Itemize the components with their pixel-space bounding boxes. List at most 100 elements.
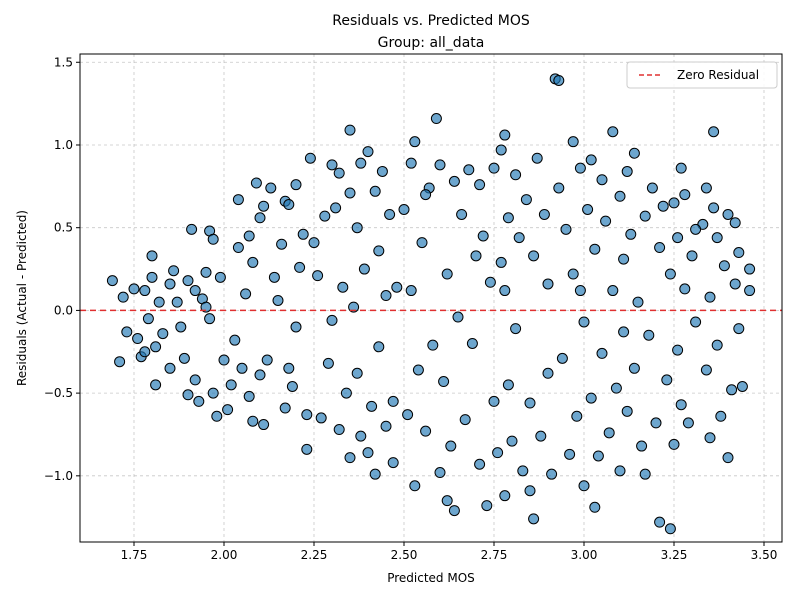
- scatter-point: [344, 452, 356, 464]
- scatter-point: [405, 285, 417, 297]
- scatter-point: [420, 189, 432, 201]
- scatter-point: [708, 126, 720, 138]
- scatter-point: [420, 425, 432, 437]
- scatter-point: [358, 263, 370, 275]
- y-tick-label: 1.5: [54, 55, 73, 69]
- scatter-point: [240, 288, 252, 300]
- scatter-point: [164, 278, 176, 290]
- scatter-point: [628, 362, 640, 374]
- plot-area-frame: [79, 53, 783, 543]
- scatter-point: [477, 230, 489, 242]
- scatter-point: [243, 390, 255, 402]
- scatter-point: [330, 202, 342, 214]
- scatter-point: [326, 159, 338, 171]
- scatter-point: [708, 202, 720, 214]
- scatter-point: [488, 395, 500, 407]
- scatter-point: [589, 243, 601, 255]
- scatter-point: [438, 376, 450, 388]
- scatter-point: [574, 162, 586, 174]
- scatter-point: [578, 480, 590, 492]
- scatter-point: [528, 250, 540, 262]
- scatter-point: [272, 294, 284, 306]
- scatter-point: [337, 281, 349, 293]
- scatter-point: [114, 356, 126, 368]
- scatter-point: [366, 400, 378, 412]
- scatter-point: [556, 352, 568, 364]
- scatter-point: [600, 215, 612, 227]
- scatter-point: [639, 210, 651, 222]
- scatter-point: [319, 210, 331, 222]
- scatter-point: [646, 182, 658, 194]
- scatter-point: [261, 354, 273, 366]
- scatter-point: [157, 328, 169, 340]
- scatter-point: [564, 448, 576, 460]
- scatter-point: [214, 271, 226, 283]
- scatter-point: [146, 250, 158, 262]
- scatter-point: [297, 228, 309, 240]
- y-axis-ticks: −1.0 −0.5 0.0 0.5 1.0 1.5: [44, 55, 80, 483]
- scatter-point: [618, 253, 630, 265]
- y-tick-label: 0.5: [54, 221, 73, 235]
- scatter-point: [189, 285, 201, 297]
- scatter-point: [232, 194, 244, 206]
- x-tick-label: 1.75: [121, 548, 148, 562]
- scatter-point: [474, 179, 486, 191]
- scatter-point: [607, 285, 619, 297]
- scatter-point: [178, 352, 190, 364]
- scatter-point: [236, 362, 248, 374]
- scatter-point: [474, 458, 486, 470]
- scatter-point: [247, 256, 259, 268]
- scatter-point: [326, 314, 338, 326]
- scatter-point: [466, 337, 478, 349]
- scatter-point: [146, 271, 158, 283]
- scatter-point: [301, 443, 313, 455]
- scatter-point: [672, 344, 684, 356]
- scatter-point: [621, 405, 633, 417]
- scatter-point: [589, 501, 601, 513]
- scatter-point: [402, 409, 414, 421]
- scatter-point: [614, 465, 626, 477]
- scatter-point: [387, 395, 399, 407]
- scatter-point: [243, 230, 255, 242]
- scatter-point: [700, 182, 712, 194]
- scatter-point: [614, 190, 626, 202]
- scatter-point: [283, 199, 295, 211]
- scatter-point: [499, 129, 511, 141]
- legend: Zero Residual: [626, 61, 778, 89]
- scatter-point: [733, 323, 745, 335]
- x-tick-label: 3.00: [571, 548, 598, 562]
- scatter-point: [704, 432, 716, 444]
- scatter-point: [225, 379, 237, 391]
- x-tick-label: 2.50: [391, 548, 418, 562]
- legend-box: [626, 61, 778, 89]
- scatter-point: [380, 420, 392, 432]
- scatter-point: [682, 417, 694, 429]
- scatter-point: [499, 285, 511, 297]
- scatter-point: [650, 417, 662, 429]
- scatter-point: [430, 113, 442, 125]
- scatter-point: [258, 200, 270, 212]
- scatter-point: [596, 174, 608, 186]
- scatter-point: [294, 261, 306, 273]
- x-tick-label: 2.75: [481, 548, 508, 562]
- scatter-point: [376, 165, 388, 177]
- scatter-point: [690, 316, 702, 328]
- scatter-point: [247, 415, 259, 427]
- scatter-point: [484, 276, 496, 288]
- scatter-point: [492, 447, 504, 459]
- x-axis-label: Predicted MOS: [387, 571, 475, 585]
- scatter-point: [283, 362, 295, 374]
- scatter-point: [560, 223, 572, 235]
- scatter-point: [636, 440, 648, 452]
- scatter-point: [510, 323, 522, 335]
- scatter-point: [610, 382, 622, 394]
- scatter-point: [744, 263, 756, 275]
- y-tick-label: 1.0: [54, 138, 73, 152]
- scatter-point: [535, 430, 547, 442]
- scatter-point: [445, 440, 457, 452]
- scatter-point: [520, 194, 532, 206]
- scatter-point: [387, 457, 399, 469]
- scatter-point: [200, 301, 212, 313]
- scatter-point: [207, 387, 219, 399]
